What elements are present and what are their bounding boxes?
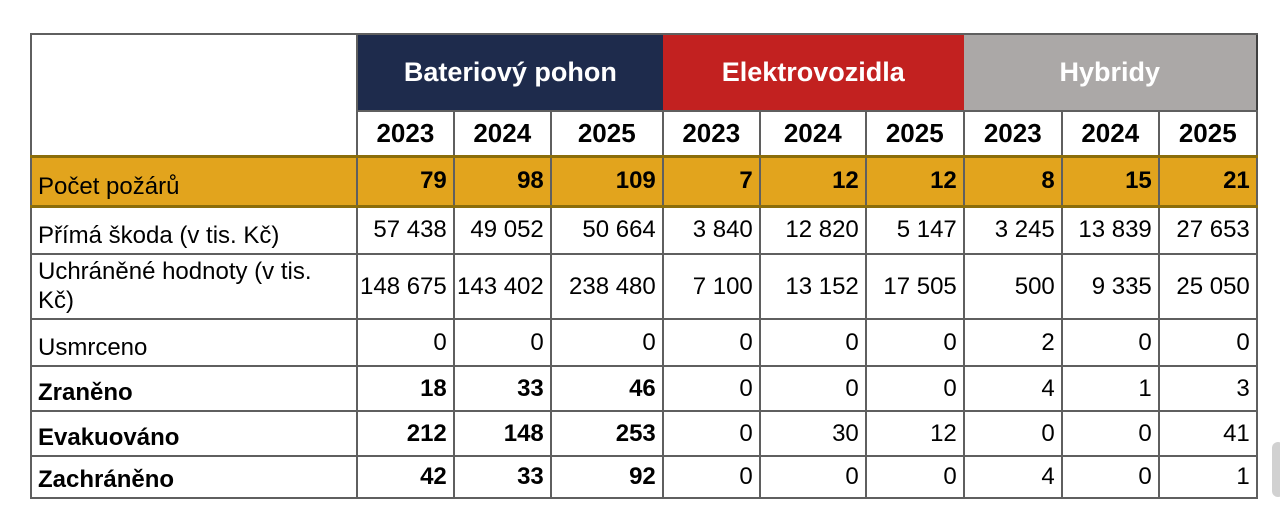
data-cell: 0 bbox=[864, 318, 965, 367]
row-label: Přímá škoda (v tis. Kč) bbox=[30, 205, 358, 255]
data-cell: 0 bbox=[661, 410, 761, 457]
year-header: 2023 bbox=[356, 110, 455, 157]
data-cell: 7 bbox=[661, 154, 761, 208]
data-cell: 1 bbox=[1157, 455, 1258, 499]
year-header-row: 2023 2024 2025 2023 2024 2025 2023 2024 2025 bbox=[31, 110, 1258, 157]
data-cell: 49 052 bbox=[452, 205, 552, 255]
data-cell: 12 820 bbox=[758, 205, 867, 255]
row-label: Usmrceno bbox=[30, 318, 358, 367]
row-label: Evakuováno bbox=[30, 410, 358, 457]
data-cell: 57 438 bbox=[356, 205, 455, 255]
data-cell: 0 bbox=[864, 365, 965, 412]
table-row: Zraněno 18 33 46 0 0 0 4 1 3 bbox=[30, 365, 1258, 412]
row-label: Zraněno bbox=[30, 365, 358, 412]
data-cell: 13 839 bbox=[1060, 205, 1160, 255]
data-cell: 27 653 bbox=[1157, 205, 1258, 255]
data-cell: 0 bbox=[758, 318, 867, 367]
data-cell: 30 bbox=[758, 410, 867, 457]
data-cell: 0 bbox=[661, 365, 761, 412]
table-row: Evakuováno 212 148 253 0 30 12 0 0 41 bbox=[30, 410, 1258, 457]
year-header: 2023 bbox=[962, 110, 1063, 157]
data-cell: 92 bbox=[549, 455, 664, 499]
data-cell: 12 bbox=[864, 154, 965, 208]
data-cell: 0 bbox=[864, 455, 965, 499]
data-cell: 0 bbox=[1157, 318, 1258, 367]
data-cell: 21 bbox=[1157, 154, 1258, 208]
data-cell: 12 bbox=[758, 154, 867, 208]
ev-fire-stats-table-wrap: Bateriový pohon Elektrovozidla Hybridy 2… bbox=[30, 33, 1258, 499]
table-row: Počet požárů 79 98 109 7 12 12 8 15 21 bbox=[30, 154, 1258, 208]
data-cell: 33 bbox=[452, 365, 552, 412]
scrollbar-thumb[interactable] bbox=[1272, 442, 1280, 497]
table-row: Přímá škoda (v tis. Kč) 57 438 49 052 50 66… bbox=[30, 205, 1258, 255]
data-cell: 18 bbox=[356, 365, 455, 412]
data-cell: 46 bbox=[549, 365, 664, 412]
data-cell: 1 bbox=[1060, 365, 1160, 412]
data-cell: 0 bbox=[452, 318, 552, 367]
data-cell: 4 bbox=[962, 365, 1063, 412]
data-cell: 2 bbox=[962, 318, 1063, 367]
data-cell: 0 bbox=[1060, 318, 1160, 367]
group-header-electro: Elektrovozidla bbox=[662, 33, 964, 112]
data-cell: 3 bbox=[1157, 365, 1258, 412]
data-cell: 25 050 bbox=[1157, 253, 1258, 320]
group-header-row: Bateriový pohon Elektrovozidla Hybridy bbox=[30, 33, 1257, 157]
data-cell: 5 147 bbox=[864, 205, 965, 255]
year-header: 2025 bbox=[549, 110, 664, 157]
data-cell: 7 100 bbox=[661, 253, 761, 320]
group-header-battery: Bateriový pohon bbox=[357, 33, 663, 112]
year-header: 2024 bbox=[1060, 110, 1160, 157]
group-header-hybrid: Hybridy bbox=[963, 33, 1257, 112]
data-cell: 0 bbox=[758, 365, 867, 412]
data-cell: 0 bbox=[1060, 410, 1160, 457]
data-cell: 4 bbox=[962, 455, 1063, 499]
year-header: 2024 bbox=[452, 110, 552, 157]
data-cell: 50 664 bbox=[549, 205, 664, 255]
data-cell: 13 152 bbox=[758, 253, 867, 320]
data-cell: 8 bbox=[962, 154, 1063, 208]
data-cell: 9 335 bbox=[1060, 253, 1160, 320]
table-row: Usmrceno 0 0 0 0 0 0 2 0 0 bbox=[30, 318, 1258, 367]
data-cell: 148 675 bbox=[356, 253, 455, 320]
data-cell: 0 bbox=[1060, 455, 1160, 499]
corner-cell bbox=[30, 33, 358, 157]
data-cell: 0 bbox=[356, 318, 455, 367]
data-cell: 0 bbox=[549, 318, 664, 367]
data-cell: 238 480 bbox=[549, 253, 664, 320]
year-header: 2023 bbox=[661, 110, 761, 157]
data-cell: 98 bbox=[452, 154, 552, 208]
row-label: Počet požárů bbox=[30, 154, 358, 208]
row-label: Uchráněné hodnoty (v tis. Kč) bbox=[30, 253, 358, 320]
data-cell: 109 bbox=[549, 154, 664, 208]
data-cell: 253 bbox=[549, 410, 664, 457]
year-header: 2025 bbox=[864, 110, 965, 157]
data-cell: 3 245 bbox=[962, 205, 1063, 255]
data-cell: 0 bbox=[962, 410, 1063, 457]
year-header: 2024 bbox=[758, 110, 867, 157]
data-cell: 148 bbox=[452, 410, 552, 457]
data-cell: 17 505 bbox=[864, 253, 965, 320]
data-cell: 41 bbox=[1157, 410, 1258, 457]
data-cell: 3 840 bbox=[661, 205, 761, 255]
row-label: Zachráněno bbox=[30, 455, 358, 499]
year-header: 2025 bbox=[1157, 110, 1258, 157]
table-row: Zachráněno 42 33 92 0 0 0 4 0 1 bbox=[30, 455, 1258, 499]
table-row: Uchráněné hodnoty (v tis. Kč) 148 675 143 … bbox=[30, 253, 1258, 320]
data-cell: 0 bbox=[758, 455, 867, 499]
data-cell: 143 402 bbox=[452, 253, 552, 320]
data-cell: 0 bbox=[661, 318, 761, 367]
data-cell: 212 bbox=[356, 410, 455, 457]
data-cell: 33 bbox=[452, 455, 552, 499]
data-cell: 0 bbox=[661, 455, 761, 499]
ev-fire-stats-table: Bateriový pohon Elektrovozidla Hybridy 2… bbox=[30, 33, 1258, 499]
data-cell: 79 bbox=[356, 154, 455, 208]
data-cell: 15 bbox=[1060, 154, 1160, 208]
data-cell: 500 bbox=[962, 253, 1063, 320]
data-cell: 12 bbox=[864, 410, 965, 457]
data-cell: 42 bbox=[356, 455, 455, 499]
